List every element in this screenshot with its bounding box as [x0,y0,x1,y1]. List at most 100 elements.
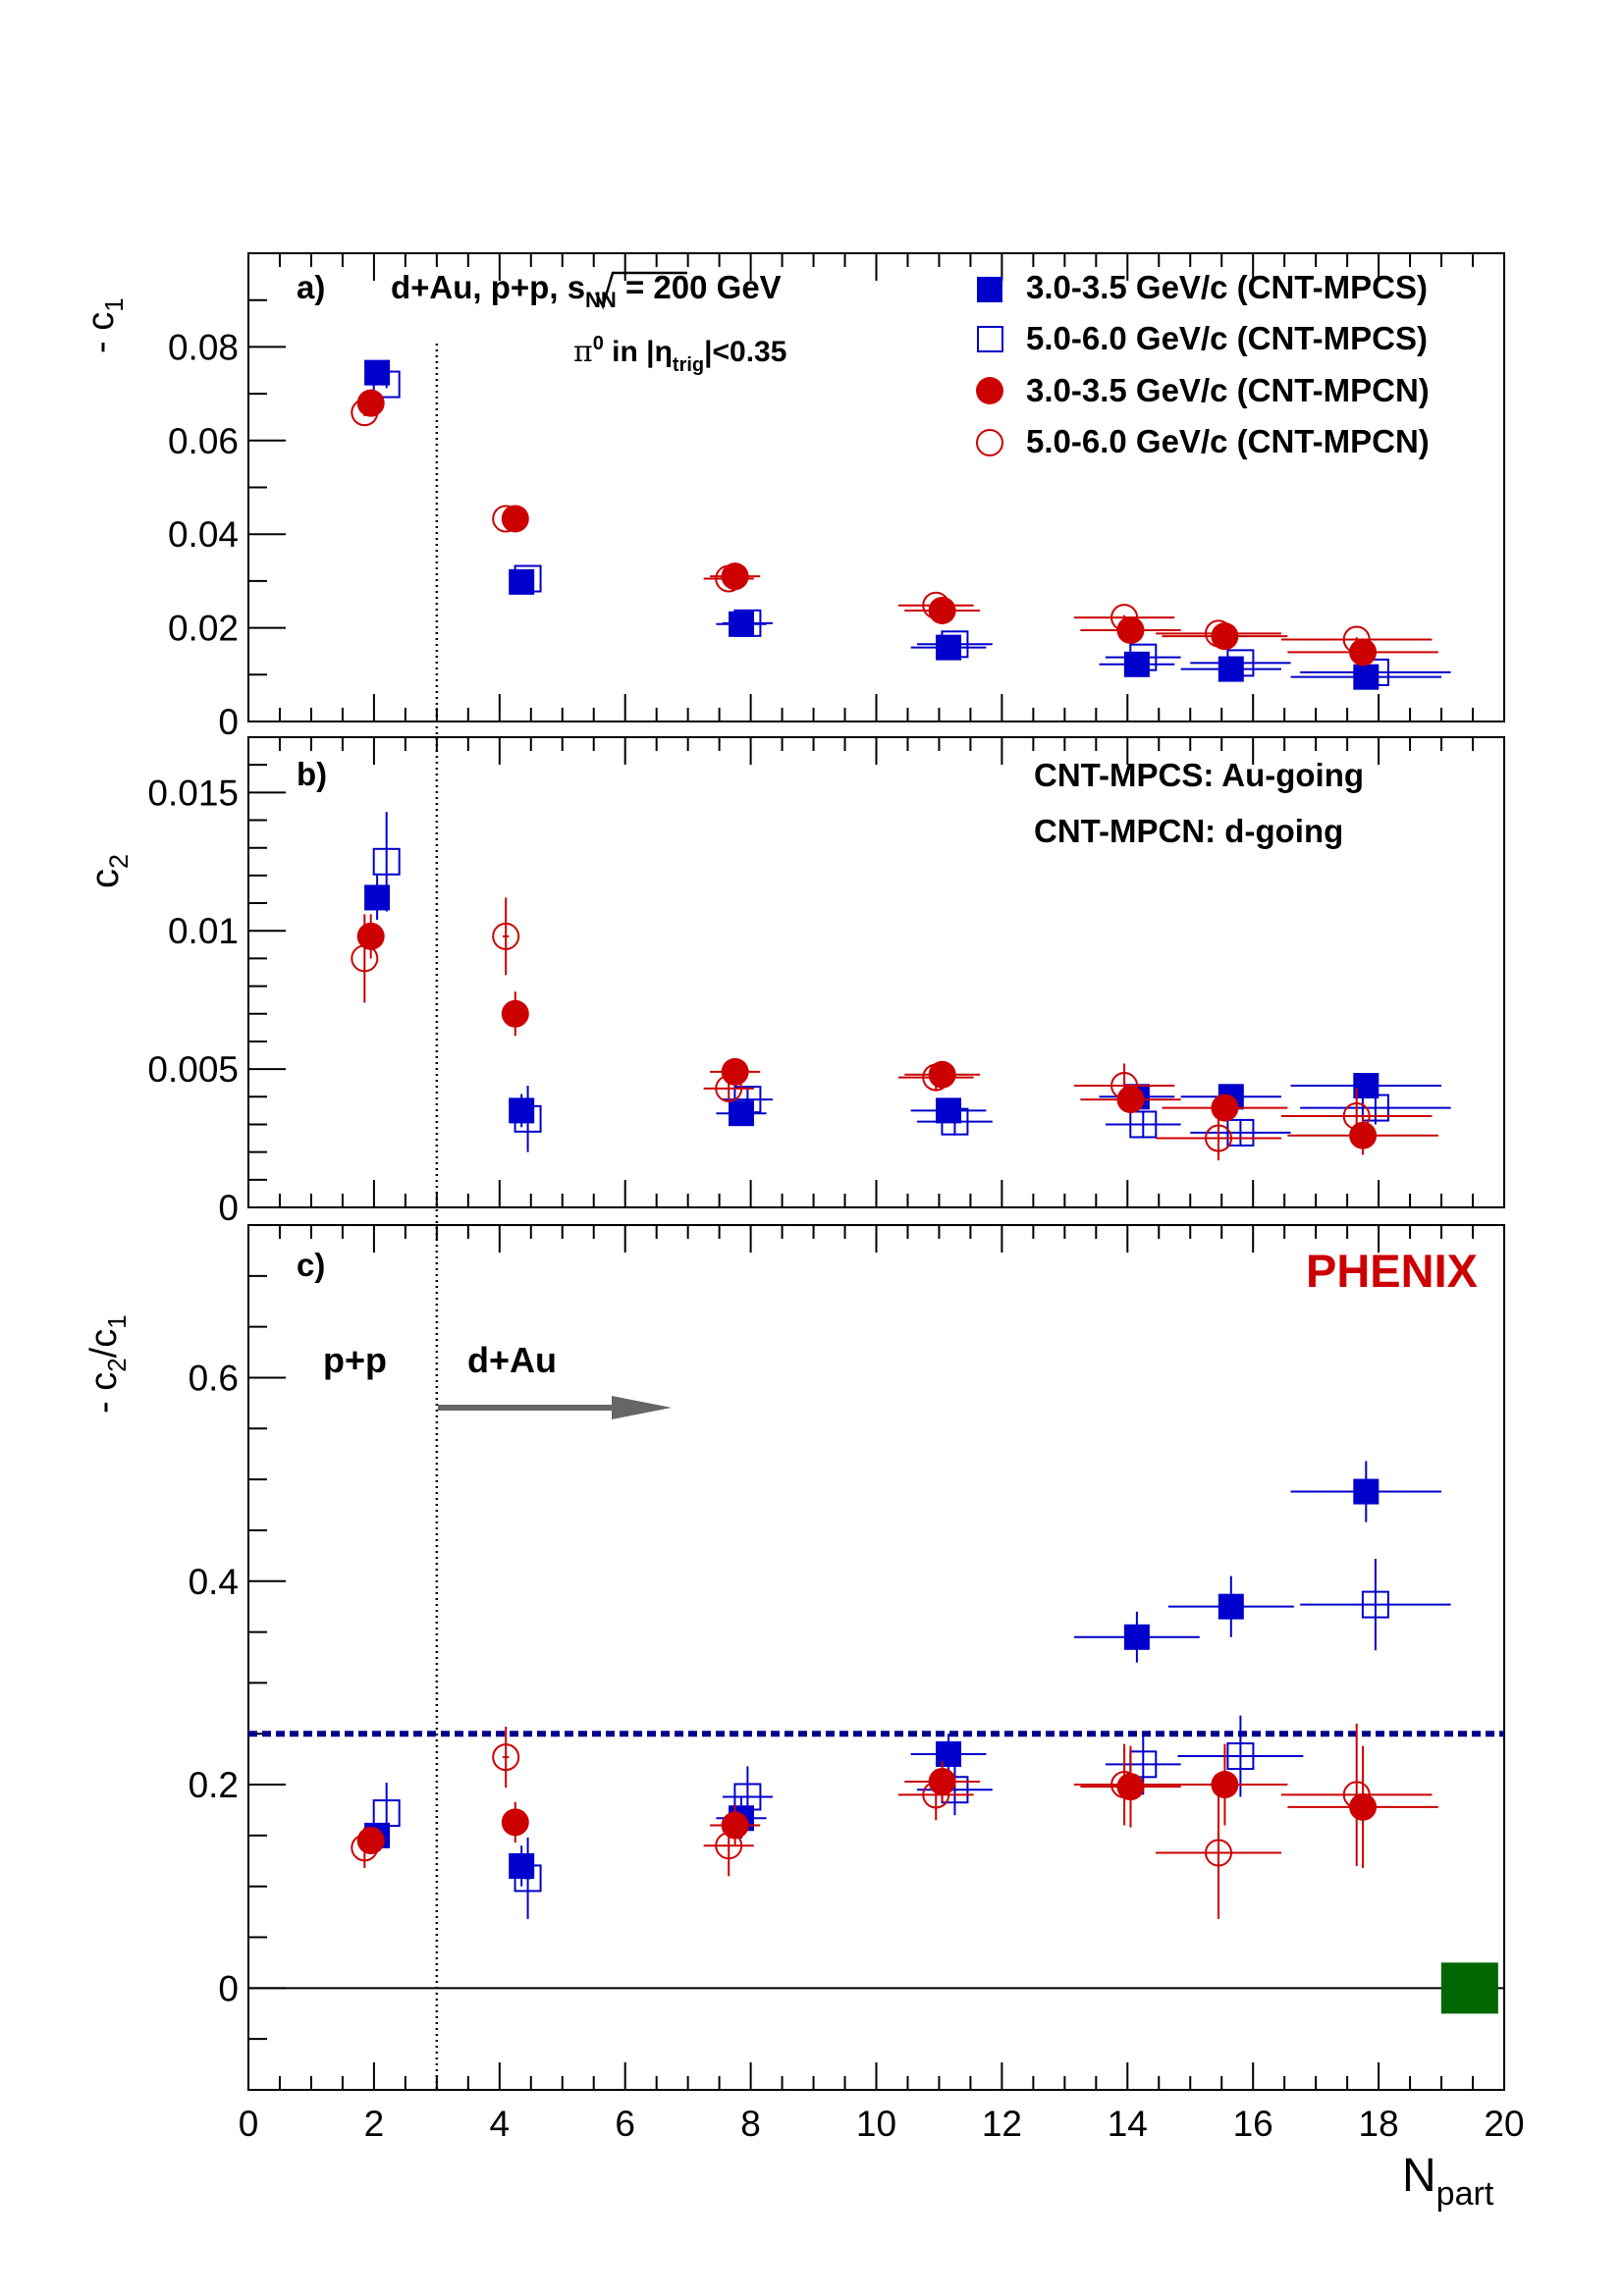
series-circle-open [351,897,1433,1161]
y-tick-label: 0.02 [168,609,239,649]
data-point [715,1074,743,1102]
series-square-open [372,1558,1451,1919]
data-point [514,564,542,593]
y-tick-label: 0.015 [147,773,239,813]
data-point [733,609,762,637]
data-point [715,564,743,593]
data-point [492,922,520,950]
data-point [1349,1121,1378,1149]
x-tick-label: 8 [740,2104,761,2144]
data-point [936,1097,962,1124]
data-point [1129,643,1158,671]
legend-marker-circle-open [976,429,1003,456]
y-tick-label: 0 [218,702,239,742]
data-point [1205,1124,1233,1152]
data-point [1211,622,1239,651]
x-tick-label: 2 [364,2104,385,2144]
data-point [356,1827,385,1855]
phenix-label: PHENIX [1306,1245,1478,1297]
x-tick-label: 0 [239,2104,259,2144]
x-tick-label: 12 [982,2104,1022,2144]
data-point [1123,651,1150,677]
y-tick-label: 0 [218,1968,239,2008]
panel-a-trigger: π0 in |ηtrig|<0.35 [573,333,786,376]
panel-a: 0 0.02 0.04 0.06 0.08 a) d+Au, p+p, sNN = 20… [81,252,1505,742]
data-point [1217,1593,1244,1620]
sqrt-radical [594,271,687,310]
legend-item-mpcs-low: 3.0-3.5 GeV/c (CNT-MPCS) [977,269,1428,305]
data-point [372,1799,401,1828]
data-point [1217,656,1244,682]
legend-label: 5.0-6.0 GeV/c (CNT-MPCN) [1026,423,1430,459]
legend-marker-circle-filled [976,377,1003,404]
data-point [492,505,520,533]
dau-arrow [438,1396,672,1419]
data-point [514,1864,542,1893]
data-point [514,1104,542,1133]
data-point [733,1783,762,1811]
data-point [351,944,379,973]
data-point [922,1063,950,1092]
panel-a-x-ticks [247,253,1505,721]
panel-b-tag: b) [297,756,327,792]
series-circle-filled [356,1743,1438,1869]
data-point [492,1743,520,1772]
series-square-filled [364,875,1442,1128]
green-reference-marker [1440,1962,1498,2014]
data-point [941,1107,969,1136]
legend-label: 5.0-6.0 GeV/c (CNT-MPCS) [1026,320,1428,356]
legend-marker-square-filled [977,277,1002,302]
data-point [1116,615,1145,644]
x-tick-labels: 0 2 4 6 8 10 12 14 16 18 20 [239,2104,1525,2144]
data-point [1110,1771,1139,1799]
data-point [1349,638,1378,667]
y-tick-label: 0.04 [168,514,239,555]
panel-a-y-ticks: 0 0.02 0.04 0.06 0.08 [168,252,286,742]
series-square-open [372,812,1451,1152]
x-axis-label: Npart [1402,2150,1494,2213]
legend-item-mpcn-high: 5.0-6.0 GeV/c (CNT-MPCN) [976,423,1430,459]
data-point [1123,1624,1150,1650]
x-tick-label: 10 [856,2104,896,2144]
data-point [721,562,749,591]
arrow-head [612,1396,672,1419]
panel-b-marks [351,812,1451,1161]
y-tick-label: 0.4 [189,1562,239,1602]
panel-b-note-d-going: CNT-MPCN: d-going [1034,813,1343,849]
legend-item-mpcn-low: 3.0-3.5 GeV/c (CNT-MPCN) [976,372,1430,408]
y-tick-label: 0.6 [189,1358,239,1398]
data-point [922,591,950,619]
data-point [501,999,529,1028]
data-point [1205,619,1233,648]
data-point [356,389,385,417]
panel-c-ylabel: - c2/c1 [83,1314,132,1414]
data-point [1110,604,1139,632]
panel-b-y-ticks: 0 0.005 0.01 0.015 [147,736,286,1228]
data-point [1211,1771,1239,1799]
panel-c-x-ticks [247,1225,1505,2090]
y-tick-label: 0.06 [168,421,239,461]
data-point [501,505,529,533]
panel-a-title: d+Au, p+p, sNN = 200 GeV [391,269,782,312]
x-tick-label: 4 [490,2104,511,2144]
data-point [1226,1118,1255,1147]
data-point [936,1740,962,1767]
panel-a-marks [351,359,1451,690]
data-point [1353,1478,1380,1505]
data-point [721,1057,749,1086]
data-point [1342,1102,1371,1131]
series-square-open [372,370,1451,686]
series-circle-open [351,399,1433,654]
legend-label: 3.0-3.5 GeV/c (CNT-MPCS) [1026,269,1428,305]
data-point [501,1808,529,1837]
data-point [372,847,401,876]
data-point [1361,658,1389,686]
x-tick-label: 6 [615,2104,635,2144]
x-tick-label: 14 [1108,2104,1148,2144]
panel-b-x-ticks [247,737,1505,1207]
x-tick-label: 16 [1233,2104,1273,2144]
data-point [928,596,956,624]
data-point [1129,1110,1158,1139]
panel-b-frame [247,736,1505,1208]
